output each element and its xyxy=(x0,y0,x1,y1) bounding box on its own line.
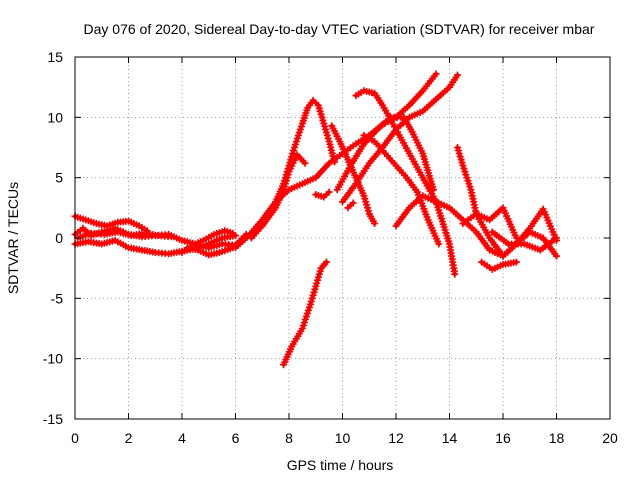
series-markers xyxy=(360,131,443,248)
series-layer xyxy=(71,70,560,369)
series-markers xyxy=(454,144,560,260)
series-track-6 xyxy=(183,242,239,259)
x-tick-label: 14 xyxy=(442,430,458,446)
x-axis-label: GPS time / hours xyxy=(287,457,394,473)
series-markers xyxy=(344,199,357,212)
series-markers xyxy=(478,258,520,273)
chart-title: Day 076 of 2020, Sidereal Day-to-day VTE… xyxy=(84,21,595,37)
x-tick-label: 2 xyxy=(125,430,133,446)
series-markers xyxy=(183,242,239,259)
x-tick-label: 16 xyxy=(495,430,511,446)
series-track-19 xyxy=(454,144,560,260)
series-markers xyxy=(280,258,330,369)
series-track-14 xyxy=(339,71,461,206)
y-tick-label: -10 xyxy=(43,351,63,367)
series-track-20 xyxy=(459,204,520,242)
x-tick-label: 0 xyxy=(71,430,79,446)
series-track-4 xyxy=(74,228,175,242)
y-tick-label: 10 xyxy=(47,109,63,125)
y-axis-label: SDTVAR / TECUs xyxy=(5,182,21,294)
series-track-16 xyxy=(352,87,459,278)
series-track-22 xyxy=(488,228,560,254)
x-tick-label: 4 xyxy=(178,430,186,446)
x-tick-label: 20 xyxy=(602,430,618,446)
series-track-10 xyxy=(280,258,330,369)
series-markers xyxy=(339,71,461,206)
series-track-21 xyxy=(478,258,520,273)
series-markers xyxy=(488,228,560,254)
y-tick-label: -15 xyxy=(43,411,63,427)
y-tick-label: -5 xyxy=(51,290,64,306)
series-markers xyxy=(352,87,459,278)
x-tick-label: 6 xyxy=(232,430,240,446)
x-tick-label: 8 xyxy=(285,430,293,446)
x-tick-label: 18 xyxy=(549,430,565,446)
series-markers xyxy=(459,204,520,242)
x-tick-label: 12 xyxy=(388,430,404,446)
series-track-17 xyxy=(360,131,443,248)
series-track-3 xyxy=(71,232,239,258)
y-tick-label: 0 xyxy=(55,230,63,246)
axis-ticks: 0 2 4 6 8 10 12 14 16 18 20 -15 -10 -5 0 5 10 15 xyxy=(43,49,618,446)
y-tick-label: 5 xyxy=(55,170,63,186)
series-track-15 xyxy=(344,199,357,212)
x-tick-label: 10 xyxy=(335,430,351,446)
series-markers xyxy=(312,188,333,201)
series-track-11 xyxy=(312,188,333,201)
y-tick-label: 15 xyxy=(47,49,63,65)
